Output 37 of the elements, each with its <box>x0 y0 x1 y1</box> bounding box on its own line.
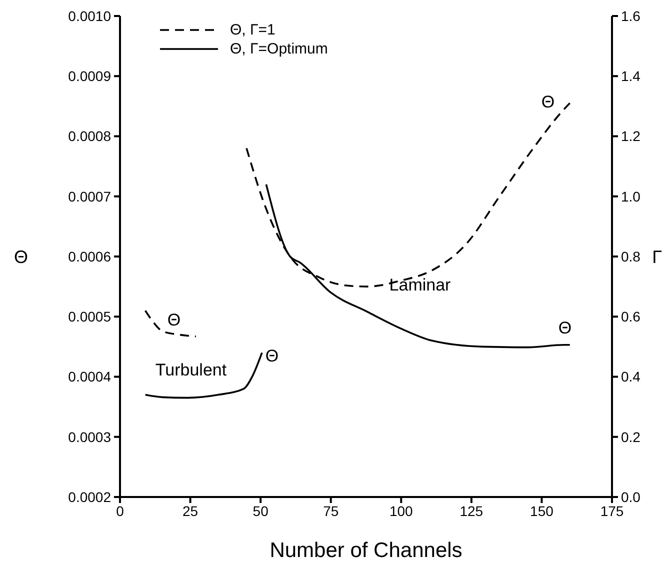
y2-tick-label: 1.4 <box>621 68 641 84</box>
x-tick-label: 75 <box>323 502 339 519</box>
legend-label: Θ, Γ=1 <box>230 22 276 38</box>
y-tick-label: 0.0010 <box>68 8 112 24</box>
x-tick-label: 0 <box>116 502 124 519</box>
x-tick-label: 150 <box>530 502 554 519</box>
annotation: Laminar <box>389 276 452 294</box>
y-tick-label: 0.0002 <box>68 488 112 505</box>
y2-tick-label: 0.2 <box>621 428 641 445</box>
annotation: Θ <box>167 310 181 330</box>
annotation: Turbulent <box>155 360 227 380</box>
y2-tick-label: 0.8 <box>621 248 641 264</box>
x-tick-label: 100 <box>389 502 414 519</box>
x-tick-label: 125 <box>460 502 484 519</box>
y-tick-label: 0.0006 <box>68 248 112 264</box>
y-tick-label: 0.0008 <box>68 128 112 144</box>
y2-axis-title: Γ <box>652 246 662 267</box>
y-tick-label: 0.0007 <box>68 188 112 204</box>
x-axis-title: Number of Channels <box>270 539 462 562</box>
annotation: Θ <box>541 92 555 112</box>
y2-tick-label: 1.0 <box>621 188 641 204</box>
x-tick-label: 50 <box>252 502 269 519</box>
annotation: Θ <box>265 346 279 366</box>
y2-tick-label: 0.6 <box>621 308 641 325</box>
x-tick-label: 25 <box>182 502 198 519</box>
legend-label: Θ, Γ=Optimum <box>230 40 328 58</box>
y-tick-label: 0.0004 <box>68 368 112 385</box>
annotation: Θ <box>558 318 572 338</box>
y2-tick-label: 0.0 <box>621 488 641 505</box>
y-axis-title: Θ <box>14 246 28 267</box>
y2-tick-label: 1.2 <box>621 128 641 144</box>
y-tick-label: 0.0005 <box>68 308 112 325</box>
y-tick-label: 0.0003 <box>68 428 112 445</box>
y-tick-label: 0.0009 <box>68 68 112 84</box>
x-tick-label: 175 <box>600 502 624 519</box>
y2-tick-label: 1.6 <box>621 8 641 24</box>
y2-tick-label: 0.4 <box>621 368 641 385</box>
